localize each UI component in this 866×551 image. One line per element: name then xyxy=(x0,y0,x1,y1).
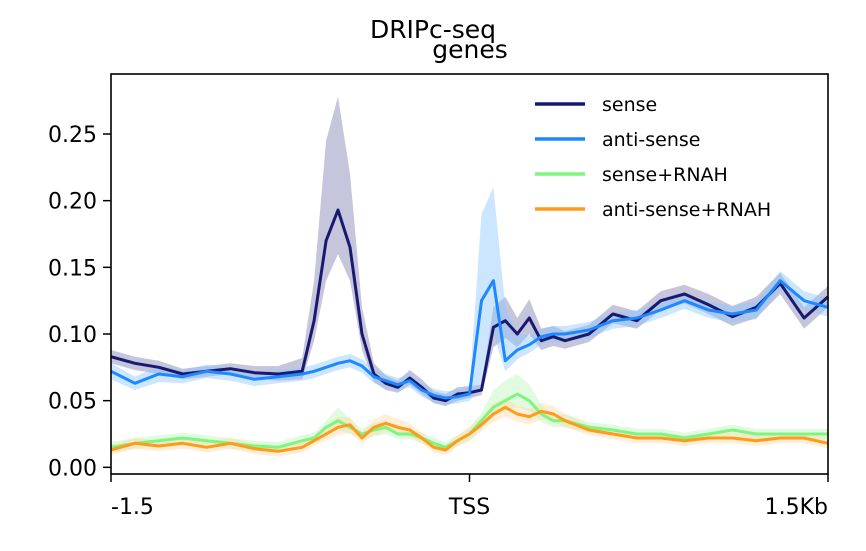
y-tick-label: 0.05 xyxy=(48,390,97,415)
y-tick-label: 0.20 xyxy=(48,190,97,215)
series-band-3 xyxy=(111,398,828,457)
series-band-0 xyxy=(111,96,828,406)
y-tick-label: 0.10 xyxy=(48,323,97,348)
series-lines xyxy=(110,208,829,453)
legend-label: anti-sense+RNAH xyxy=(602,199,771,221)
legend: sense anti-sense sense+RNAH anti-sense+RNAH xyxy=(535,94,771,221)
series-line-1 xyxy=(110,279,829,400)
series-line-3 xyxy=(110,405,829,453)
legend-label: sense xyxy=(602,94,657,116)
plot-frame xyxy=(110,73,829,475)
chart-title: DRIPc-seq xyxy=(370,15,496,44)
chart-subtitle: genes xyxy=(432,35,508,64)
y-axis: 0.00 0.05 0.10 0.15 0.20 0.25 xyxy=(48,123,111,481)
confidence-bands xyxy=(111,96,828,457)
legend-label: sense+RNAH xyxy=(602,164,728,186)
x-tick-label: 1.5Kb xyxy=(765,495,828,520)
y-tick-label: 0.15 xyxy=(48,256,97,281)
y-tick-label: 0.00 xyxy=(48,456,97,481)
series-band-1 xyxy=(111,187,828,405)
y-tick-label: 0.25 xyxy=(48,123,97,148)
x-axis: -1.5 TSS 1.5Kb xyxy=(110,474,829,520)
x-tick-label: TSS xyxy=(448,495,490,520)
legend-label: anti-sense xyxy=(602,129,701,151)
x-tick-label: -1.5 xyxy=(111,495,154,520)
